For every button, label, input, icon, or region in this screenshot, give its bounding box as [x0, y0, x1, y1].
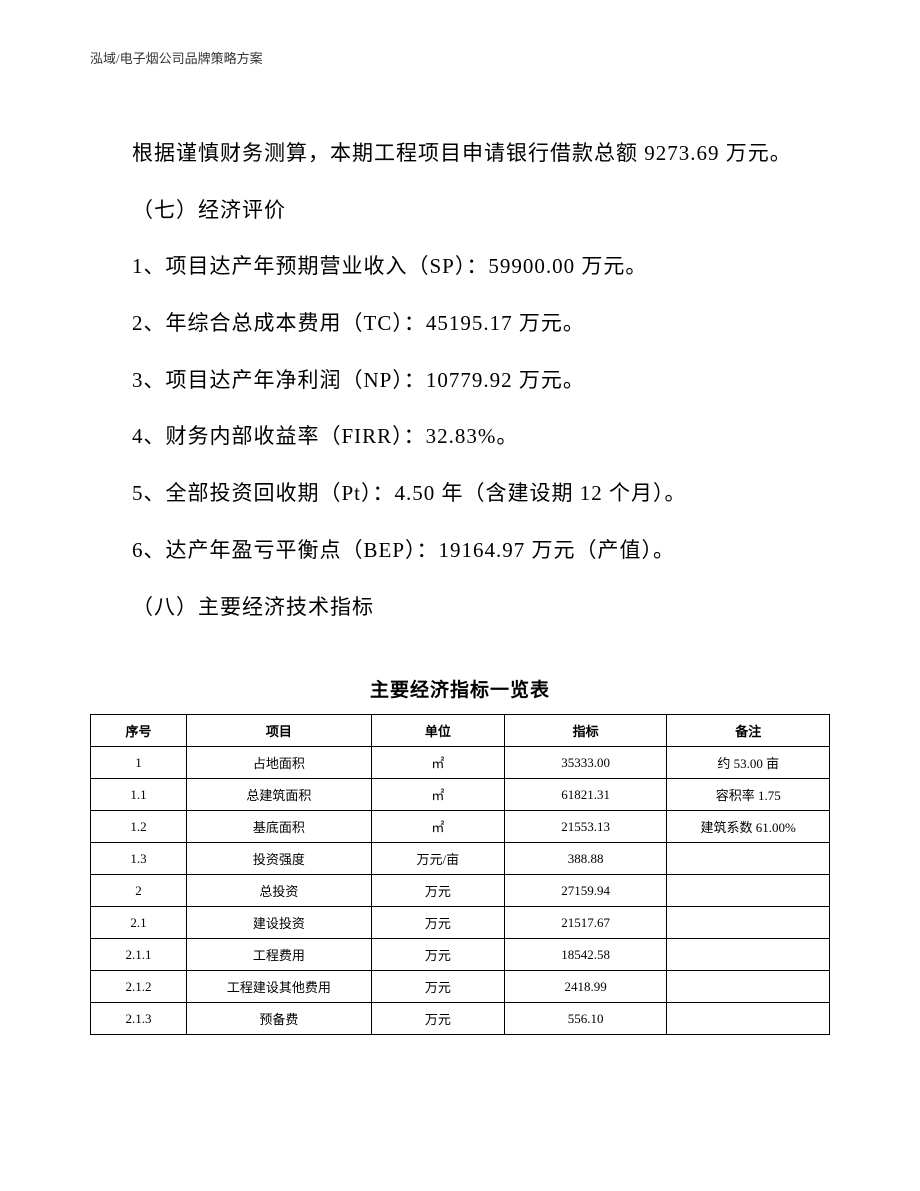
- cell-unit: 万元: [371, 1003, 504, 1035]
- cell-note: 容积率 1.75: [667, 779, 830, 811]
- table-row: 1.3 投资强度 万元/亩 388.88: [91, 843, 830, 875]
- table-row: 2.1.2 工程建设其他费用 万元 2418.99: [91, 971, 830, 1003]
- cell-value: 556.10: [504, 1003, 667, 1035]
- col-header-item: 项目: [187, 715, 372, 747]
- main-content: 根据谨慎财务测算，本期工程项目申请银行借款总额 9273.69 万元。 （七）经…: [90, 125, 830, 1035]
- header-text: 泓域/电子烟公司品牌策略方案: [90, 51, 263, 66]
- cell-seq: 1.2: [91, 811, 187, 843]
- section-heading-8: （八）主要经济技术指标: [90, 579, 830, 636]
- cell-note: [667, 939, 830, 971]
- cell-note: 建筑系数 61.00%: [667, 811, 830, 843]
- item-np: 3、项目达产年净利润（NP）：10779.92 万元。: [90, 352, 830, 409]
- cell-note: 约 53.00 亩: [667, 747, 830, 779]
- col-header-seq: 序号: [91, 715, 187, 747]
- table-row: 1.1 总建筑面积 ㎡ 61821.31 容积率 1.75: [91, 779, 830, 811]
- cell-value: 61821.31: [504, 779, 667, 811]
- cell-seq: 2.1.3: [91, 1003, 187, 1035]
- cell-value: 18542.58: [504, 939, 667, 971]
- cell-unit: ㎡: [371, 811, 504, 843]
- col-header-value: 指标: [504, 715, 667, 747]
- cell-unit: 万元: [371, 907, 504, 939]
- cell-seq: 2: [91, 875, 187, 907]
- page-header: 泓域/电子烟公司品牌策略方案: [90, 48, 263, 67]
- cell-item: 工程建设其他费用: [187, 971, 372, 1003]
- col-header-note: 备注: [667, 715, 830, 747]
- cell-unit: ㎡: [371, 747, 504, 779]
- cell-note: [667, 907, 830, 939]
- section-heading-7: （七）经济评价: [90, 182, 830, 239]
- table-row: 2 总投资 万元 27159.94: [91, 875, 830, 907]
- cell-seq: 2.1: [91, 907, 187, 939]
- table-row: 1.2 基底面积 ㎡ 21553.13 建筑系数 61.00%: [91, 811, 830, 843]
- cell-unit: 万元: [371, 971, 504, 1003]
- table-row: 1 占地面积 ㎡ 35333.00 约 53.00 亩: [91, 747, 830, 779]
- cell-value: 27159.94: [504, 875, 667, 907]
- cell-seq: 2.1.1: [91, 939, 187, 971]
- cell-item: 投资强度: [187, 843, 372, 875]
- item-pt: 5、全部投资回收期（Pt）：4.50 年（含建设期 12 个月）。: [90, 465, 830, 522]
- cell-note: [667, 843, 830, 875]
- item-firr: 4、财务内部收益率（FIRR）：32.83%。: [90, 408, 830, 465]
- cell-note: [667, 971, 830, 1003]
- cell-item: 建设投资: [187, 907, 372, 939]
- table-header-row: 序号 项目 单位 指标 备注: [91, 715, 830, 747]
- paragraph-loan: 根据谨慎财务测算，本期工程项目申请银行借款总额 9273.69 万元。: [90, 125, 830, 182]
- cell-unit: 万元/亩: [371, 843, 504, 875]
- cell-value: 21553.13: [504, 811, 667, 843]
- col-header-unit: 单位: [371, 715, 504, 747]
- cell-seq: 2.1.2: [91, 971, 187, 1003]
- cell-item: 基底面积: [187, 811, 372, 843]
- cell-item: 预备费: [187, 1003, 372, 1035]
- table-row: 2.1.3 预备费 万元 556.10: [91, 1003, 830, 1035]
- cell-unit: 万元: [371, 875, 504, 907]
- cell-unit: 万元: [371, 939, 504, 971]
- cell-value: 388.88: [504, 843, 667, 875]
- cell-item: 占地面积: [187, 747, 372, 779]
- cell-item: 工程费用: [187, 939, 372, 971]
- table-row: 2.1 建设投资 万元 21517.67: [91, 907, 830, 939]
- cell-item: 总投资: [187, 875, 372, 907]
- cell-value: 35333.00: [504, 747, 667, 779]
- economic-indicators-table: 序号 项目 单位 指标 备注 1 占地面积 ㎡ 35333.00 约 53.00…: [90, 714, 830, 1035]
- item-tc: 2、年综合总成本费用（TC）：45195.17 万元。: [90, 295, 830, 352]
- cell-value: 2418.99: [504, 971, 667, 1003]
- item-bep: 6、达产年盈亏平衡点（BEP）：19164.97 万元（产值）。: [90, 522, 830, 579]
- table-row: 2.1.1 工程费用 万元 18542.58: [91, 939, 830, 971]
- cell-note: [667, 1003, 830, 1035]
- cell-item: 总建筑面积: [187, 779, 372, 811]
- cell-unit: ㎡: [371, 779, 504, 811]
- cell-seq: 1.3: [91, 843, 187, 875]
- cell-note: [667, 875, 830, 907]
- table-title: 主要经济指标一览表: [90, 675, 830, 702]
- item-sp: 1、项目达产年预期营业收入（SP）：59900.00 万元。: [90, 238, 830, 295]
- cell-seq: 1: [91, 747, 187, 779]
- cell-seq: 1.1: [91, 779, 187, 811]
- cell-value: 21517.67: [504, 907, 667, 939]
